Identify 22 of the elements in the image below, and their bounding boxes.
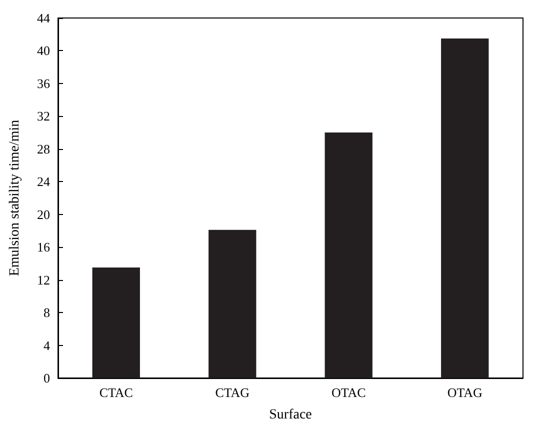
y-tick-label: 4 [44,338,50,353]
y-tick-label: 36 [37,76,50,91]
y-tick-label: 44 [37,10,50,26]
x-axis-title: Surface [269,408,312,422]
bar [208,230,256,378]
y-tick-label: 8 [44,305,50,320]
x-tick-label: CTAC [99,385,133,400]
bar [92,268,140,378]
bar [441,38,489,378]
y-tick-label: 0 [44,370,50,386]
x-tick-label: OTAC [331,385,366,400]
y-tick-label: 16 [37,240,50,255]
y-axis-title: Emulsion stability time/min [8,120,22,276]
y-tick-label: 32 [37,108,50,124]
x-tick-label: OTAG [447,385,482,400]
x-tick-label: CTAG [215,385,250,400]
y-tick-label: 40 [37,43,50,58]
bar [324,132,372,378]
y-tick-label: 12 [37,272,50,288]
y-tick-label: 28 [37,141,50,156]
y-tick-label: 24 [37,174,50,190]
y-tick-label: 20 [37,206,50,222]
